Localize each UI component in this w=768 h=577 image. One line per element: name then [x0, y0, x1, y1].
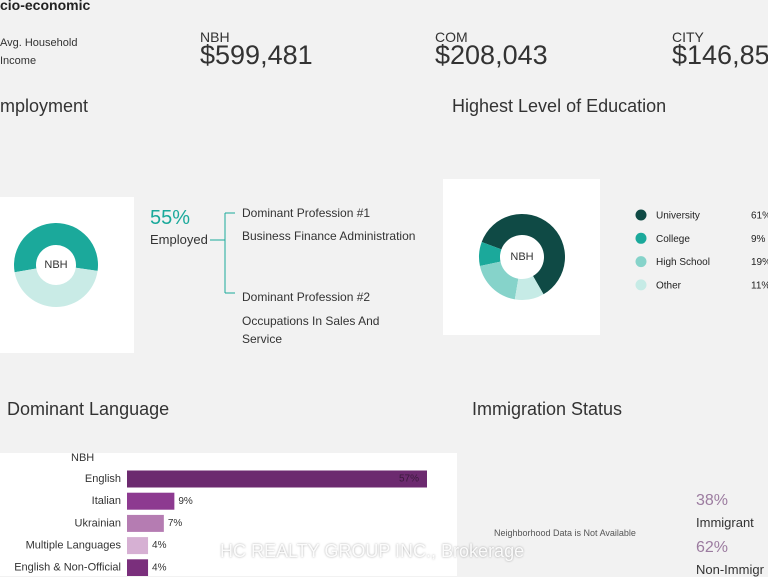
legend-value: 11% [751, 281, 768, 292]
group-label: Immigrant [696, 515, 754, 530]
income-value: $146,85 [672, 40, 768, 70]
legend-label: High School [656, 257, 710, 268]
profession-heading: Dominant Profession #2 [242, 290, 371, 304]
legend-label: University [656, 211, 700, 222]
card [443, 179, 600, 335]
series-label: NBH [71, 452, 94, 464]
group-percent: 62% [696, 539, 729, 556]
donut-segment [514, 276, 544, 300]
bracket [210, 212, 235, 294]
group-label: Non-Immigr [696, 562, 764, 577]
legend-swatch [635, 209, 647, 221]
legend-label: College [656, 234, 690, 245]
bar-category: English [85, 473, 121, 485]
legend-value: 9% [751, 234, 766, 245]
donut-center-label: NBH [510, 251, 533, 263]
column-label: COM [435, 29, 468, 45]
donut-segment [14, 223, 98, 273]
employment-label: Employed [150, 232, 208, 247]
profession-name: Occupations In Sales And Service [242, 314, 380, 346]
section-title: cio-economic [0, 0, 91, 13]
watermark: HC REALTY GROUP INC., Brokerage [220, 541, 525, 561]
income-value: $599,481 [200, 40, 313, 70]
bar-value-label: 9% [178, 496, 193, 507]
bar-category: Multiple Languages [26, 540, 122, 552]
section-title: mployment [0, 96, 89, 116]
profession-name: Business Finance Administration [242, 229, 416, 243]
bar [127, 470, 427, 488]
section-title: Highest Level of Education [452, 96, 667, 116]
legend-swatch [635, 279, 647, 291]
bar-value-label: 4% [152, 562, 167, 573]
bar-value-label: 57% [399, 474, 419, 485]
bar-category: Ukrainian [75, 517, 121, 529]
metric-label: Income [0, 55, 37, 67]
bar [127, 514, 164, 532]
legend-value: 61% [751, 211, 768, 222]
donut-segment [479, 242, 502, 266]
income-value: $208,043 [435, 40, 548, 70]
donut-segment [479, 261, 519, 300]
bar-category: Italian [92, 495, 121, 507]
donut-center-label: NBH [44, 259, 67, 271]
legend-swatch [635, 232, 647, 244]
section-title: Immigration Status [472, 399, 623, 419]
note: Neighborhood Data is Not Available [494, 528, 636, 538]
donut-segment [481, 214, 565, 295]
metric-label: Avg. Household [0, 37, 78, 49]
group-percent: 38% [696, 492, 729, 509]
bar [127, 559, 149, 576]
section-title: Dominant Language [7, 399, 170, 419]
profession-heading: Dominant Profession #1 [242, 206, 371, 220]
bar-category: English & Non-Official [14, 562, 121, 574]
bar [127, 492, 175, 510]
column-label: NBH [200, 29, 230, 45]
legend-label: Other [656, 281, 682, 292]
employment-rate: 55% [150, 207, 191, 229]
legend-value: 19% [751, 257, 768, 268]
bar [127, 537, 149, 555]
legend-swatch [635, 256, 647, 268]
bar-value-label: 7% [168, 518, 183, 529]
bar-value-label: 4% [152, 540, 167, 551]
column-label: CITY [672, 29, 704, 45]
donut-segment [14, 267, 98, 308]
